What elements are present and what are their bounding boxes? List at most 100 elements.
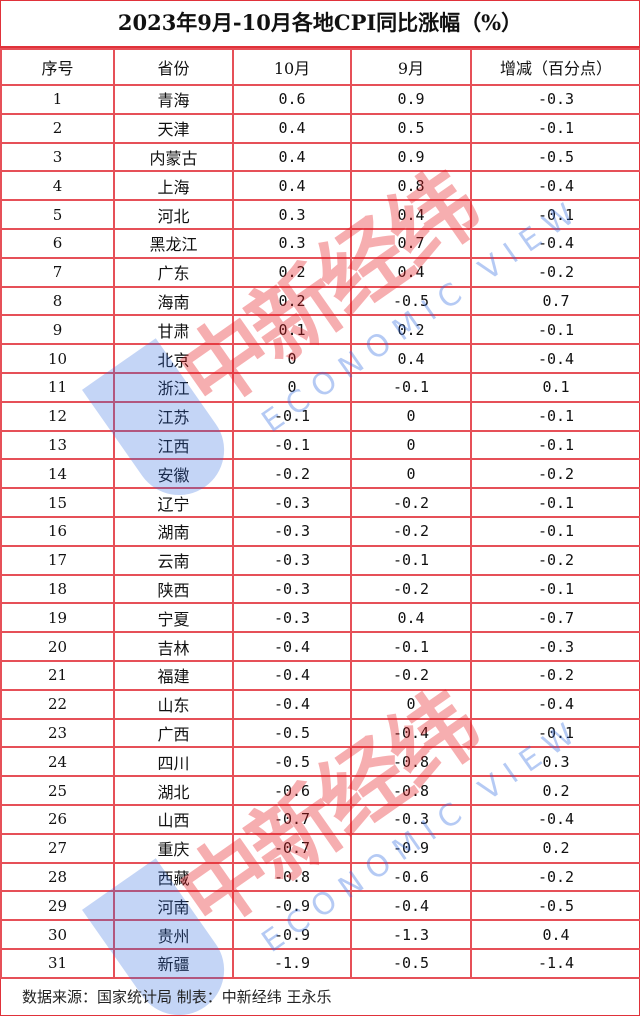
cell-oct: -0.9	[232, 890, 352, 922]
cell-sep: 0	[350, 429, 472, 461]
source-footer: 数据来源：国家统计局 制表：中新经纬 王永乐	[22, 988, 332, 1006]
cell-oct: -1.9	[232, 947, 352, 979]
cell-oct: 0.1	[232, 314, 352, 346]
cell-index: 21	[0, 659, 115, 691]
cell-sep: -0.2	[350, 659, 472, 691]
cell-change: 0.2	[470, 775, 640, 806]
cell-province: 贵州	[113, 919, 234, 950]
cell-index: 7	[0, 256, 115, 288]
cell-oct: 0.4	[232, 170, 352, 202]
cell-sep: -0.4	[350, 717, 472, 749]
table-row: 15 辽宁 -0.3 -0.2 -0.1	[0, 487, 640, 518]
table-row: 20 吉林 -0.4 -0.1 -0.3	[0, 631, 640, 662]
table-row: 25 湖北 -0.6 -0.8 0.2	[0, 775, 640, 806]
cell-sep: -0.2	[350, 487, 472, 518]
cell-change: -0.2	[470, 256, 640, 288]
cell-oct: -0.8	[232, 861, 352, 893]
cell-oct: -0.3	[232, 602, 352, 634]
table-row: 11 浙江 0 -0.1 0.1	[0, 371, 640, 403]
cell-index: 31	[0, 947, 115, 979]
cell-oct: -0.7	[232, 803, 352, 835]
cell-sep: -0.3	[350, 803, 472, 835]
cell-change: -0.1	[470, 400, 640, 432]
cell-province: 广东	[113, 256, 234, 288]
cell-oct: -0.4	[232, 688, 352, 720]
cell-province: 山东	[113, 688, 234, 720]
table-row: 14 安徽 -0.2 0 -0.2	[0, 458, 640, 490]
cell-index: 27	[0, 832, 115, 864]
cell-province: 辽宁	[113, 487, 234, 518]
table-row: 3 内蒙古 0.4 0.9 -0.5	[0, 141, 640, 173]
cell-province: 云南	[113, 544, 234, 576]
cell-index: 3	[0, 141, 115, 173]
cell-sep: -0.2	[350, 515, 472, 547]
cell-oct: -0.3	[232, 515, 352, 547]
cell-index: 11	[0, 371, 115, 403]
cell-province: 北京	[113, 343, 234, 374]
cell-province: 天津	[113, 112, 234, 144]
cell-change: -0.1	[470, 429, 640, 461]
cell-sep: -0.1	[350, 371, 472, 403]
cell-index: 1	[0, 84, 115, 115]
table-row: 6 黑龙江 0.3 0.7 -0.4	[0, 227, 640, 259]
cell-sep: 0	[350, 688, 472, 720]
cell-sep: 0.2	[350, 314, 472, 346]
cell-province: 河北	[113, 199, 234, 230]
cell-sep: -1.3	[350, 919, 472, 950]
table-row: 26 山西 -0.7 -0.3 -0.4	[0, 803, 640, 835]
cell-oct: -0.6	[232, 775, 352, 806]
table-row: 18 陕西 -0.3 -0.2 -0.1	[0, 573, 640, 605]
cell-change: -0.3	[470, 631, 640, 662]
cell-index: 25	[0, 775, 115, 806]
cell-index: 28	[0, 861, 115, 893]
cell-index: 12	[0, 400, 115, 432]
cell-sep: 0	[350, 458, 472, 490]
table-row: 19 宁夏 -0.3 0.4 -0.7	[0, 602, 640, 634]
cell-province: 江苏	[113, 400, 234, 432]
cell-province: 新疆	[113, 947, 234, 979]
cell-change: -0.2	[470, 458, 640, 490]
cell-change: -0.1	[470, 717, 640, 749]
cell-sep: -0.6	[350, 861, 472, 893]
column-header-province: 省份	[113, 48, 234, 86]
cell-province: 四川	[113, 746, 234, 778]
cell-sep: 0.5	[350, 112, 472, 144]
cell-index: 30	[0, 919, 115, 950]
cell-sep: -0.1	[350, 544, 472, 576]
cell-oct: 0.2	[232, 285, 352, 317]
header-row: 序号 省份 10月 9月 增减（百分点）	[0, 48, 640, 86]
cell-change: -1.4	[470, 947, 640, 979]
cell-sep: 0.4	[350, 602, 472, 634]
cell-province: 福建	[113, 659, 234, 691]
cell-oct: -0.5	[232, 746, 352, 778]
cell-change: -0.4	[470, 688, 640, 720]
table-row: 1 青海 0.6 0.9 -0.3	[0, 84, 640, 115]
cell-change: -0.1	[470, 573, 640, 605]
table-row: 31 新疆 -1.9 -0.5 -1.4	[0, 947, 640, 979]
cell-oct: -0.3	[232, 487, 352, 518]
cell-change: -0.5	[470, 141, 640, 173]
table-title: 2023年9月-10月各地CPI同比涨幅（%）	[0, 0, 640, 48]
table-row: 9 甘肃 0.1 0.2 -0.1	[0, 314, 640, 346]
cell-index: 4	[0, 170, 115, 202]
cell-index: 19	[0, 602, 115, 634]
cell-province: 吉林	[113, 631, 234, 662]
cell-change: 0.1	[470, 371, 640, 403]
cell-oct: -0.3	[232, 544, 352, 576]
cell-oct: -0.7	[232, 832, 352, 864]
cell-province: 湖北	[113, 775, 234, 806]
cell-province: 浙江	[113, 371, 234, 403]
cell-oct: -0.1	[232, 429, 352, 461]
cell-province: 海南	[113, 285, 234, 317]
cell-sep: -0.1	[350, 631, 472, 662]
cell-change: -0.2	[470, 659, 640, 691]
cell-change: -0.1	[470, 112, 640, 144]
cell-oct: -0.4	[232, 631, 352, 662]
cell-index: 17	[0, 544, 115, 576]
table-row: 17 云南 -0.3 -0.1 -0.2	[0, 544, 640, 576]
cell-province: 甘肃	[113, 314, 234, 346]
cell-change: -0.4	[470, 170, 640, 202]
cell-province: 黑龙江	[113, 227, 234, 259]
cell-change: -0.2	[470, 544, 640, 576]
table-row: 4 上海 0.4 0.8 -0.4	[0, 170, 640, 202]
